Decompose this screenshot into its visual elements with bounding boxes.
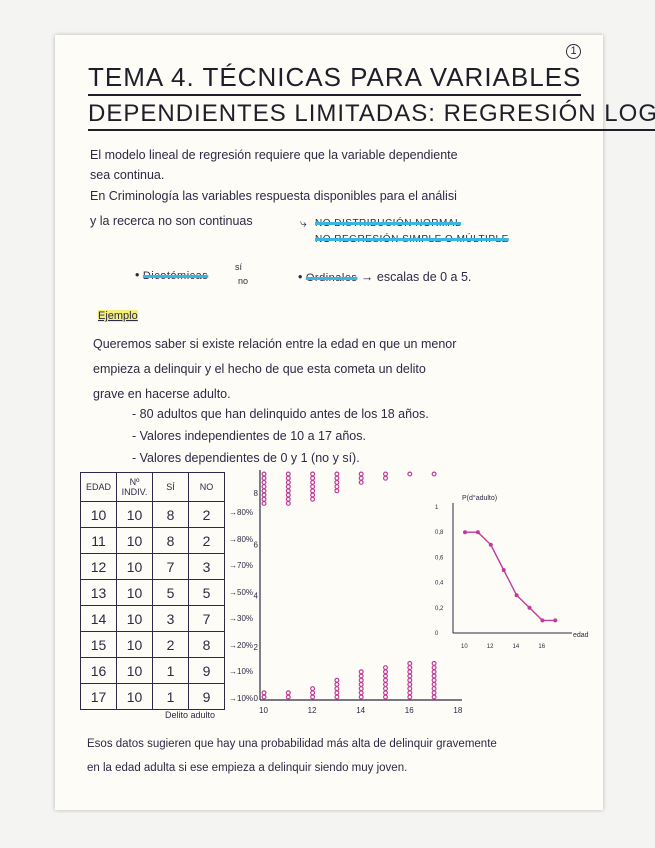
data-table: EDAD Nº INDIV. SÍ NO 10 10 8 2 11 10 8 2 12 10 7 3 13 10 5… bbox=[80, 472, 225, 710]
table-cell: 8 bbox=[188, 631, 225, 658]
example-line1: Queremos saber si existe relación entre … bbox=[93, 337, 457, 351]
table-header-row: EDAD Nº INDIV. SÍ NO bbox=[80, 472, 225, 502]
table-cell: 9 bbox=[188, 683, 225, 710]
percentage-label: →10% bbox=[229, 667, 254, 676]
percentage-label: →10% bbox=[229, 693, 254, 703]
table-header-cell: Nº INDIV. bbox=[116, 472, 153, 502]
percentage-label: →50% bbox=[229, 587, 254, 597]
dicotomicas-label: Dicotómicas bbox=[142, 270, 209, 282]
table-cell: 13 bbox=[80, 579, 117, 606]
intro-line1: El modelo lineal de regresión requiere q… bbox=[90, 148, 458, 162]
table-header-cell: SÍ bbox=[152, 472, 189, 502]
table-cell: 3 bbox=[188, 553, 225, 580]
bracket-arrow-icon: ⤷ bbox=[300, 216, 307, 230]
table-cell: 8 bbox=[152, 527, 189, 554]
table-header-cell: NO bbox=[188, 472, 225, 502]
example-item1: - 80 adultos que han delinquido antes de… bbox=[132, 407, 429, 421]
table-cell: 14 bbox=[80, 605, 117, 632]
table-cell: 10 bbox=[116, 579, 153, 606]
percentage-label: →70% bbox=[229, 561, 254, 570]
bullet-ordinales: • Ordinales → escalas de 0 a 5. bbox=[298, 270, 472, 284]
page-title-line1: TEMA 4. TÉCNICAS PARA VARIABLES bbox=[88, 62, 582, 96]
table-row: 16 10 1 9 bbox=[80, 657, 225, 684]
intro-line3: En Criminología las variables respuesta … bbox=[90, 189, 457, 203]
table-cell: 5 bbox=[152, 579, 189, 606]
table-cell: 7 bbox=[152, 553, 189, 580]
table-cell: 8 bbox=[152, 501, 189, 528]
table-cell: 10 bbox=[116, 553, 153, 580]
example-line2: empieza a delinquir y el hecho de que es… bbox=[93, 362, 426, 376]
percentage-label: →80% bbox=[229, 534, 254, 544]
table-row: 17 10 1 9 bbox=[80, 683, 225, 710]
table-cell: 3 bbox=[152, 605, 189, 632]
percentage-label: →30% bbox=[229, 614, 254, 623]
table-cell: 10 bbox=[116, 683, 153, 710]
option-si: sí bbox=[235, 262, 243, 272]
table-cell: 10 bbox=[80, 501, 117, 528]
intro-line4: y la recerca no son continuas bbox=[90, 214, 253, 228]
table-cell: 2 bbox=[188, 527, 225, 554]
example-item2: - Valores independientes de 10 a 17 años… bbox=[132, 429, 366, 443]
percentage-label: →20% bbox=[229, 640, 254, 650]
table-cell: 16 bbox=[80, 657, 117, 684]
conclusion-line1: Esos datos sugieren que hay una probabil… bbox=[87, 738, 497, 750]
intro-line2: sea continua. bbox=[90, 168, 165, 182]
table-cell: 5 bbox=[188, 579, 225, 606]
ordinales-desc: → escalas de 0 a 5. bbox=[360, 270, 472, 284]
table-row: 10 10 8 2 bbox=[80, 501, 225, 528]
table-cell: 10 bbox=[116, 605, 153, 632]
example-item3: - Valores dependientes de 0 y 1 (no y sí… bbox=[132, 451, 360, 465]
table-cell: 10 bbox=[116, 657, 153, 684]
table-row: 12 10 7 3 bbox=[80, 553, 225, 580]
table-row: 15 10 2 8 bbox=[80, 631, 225, 658]
table-cell: 1 bbox=[152, 657, 189, 684]
table-cell: 7 bbox=[188, 605, 225, 632]
table-row: 13 10 5 5 bbox=[80, 579, 225, 606]
example-line3: grave en hacerse adulto. bbox=[93, 387, 231, 401]
table-cell: 12 bbox=[80, 553, 117, 580]
table-cell: 1 bbox=[152, 683, 189, 710]
example-heading: Ejemplo bbox=[98, 310, 138, 322]
table-row: 11 10 8 2 bbox=[80, 527, 225, 554]
page-title-line2: DEPENDIENTES LIMITADAS: REGRESIÓN LOG. bbox=[88, 100, 655, 131]
arrow-note-1: NO DISTRIBUCIÓN NORMAL bbox=[315, 218, 462, 229]
arrow-note-2: NO REGRESIÓN SIMPLE O MÚLTIPLE bbox=[315, 234, 509, 245]
table-header-cell: EDAD bbox=[80, 472, 117, 502]
table-cell: 11 bbox=[80, 527, 117, 554]
table-cell: 9 bbox=[188, 657, 225, 684]
table-cell: 15 bbox=[80, 631, 117, 658]
ordinales-label: Ordinales bbox=[305, 272, 358, 284]
bullet-dicotomicas: • Dicotómicas bbox=[135, 268, 209, 282]
table-row: 14 10 3 7 bbox=[80, 605, 225, 632]
table-cell: 10 bbox=[116, 631, 153, 658]
table-cell: 2 bbox=[188, 501, 225, 528]
table-cell: 10 bbox=[116, 501, 153, 528]
table-cell: 10 bbox=[116, 527, 153, 554]
option-no: no bbox=[238, 276, 249, 286]
table-cell: 17 bbox=[80, 683, 117, 710]
percentage-label: →80% bbox=[229, 508, 254, 517]
table-cell: 2 bbox=[152, 631, 189, 658]
conclusion-line2: en la edad adulta si ese empieza a delin… bbox=[87, 762, 408, 774]
page-number: 1 bbox=[566, 44, 581, 59]
